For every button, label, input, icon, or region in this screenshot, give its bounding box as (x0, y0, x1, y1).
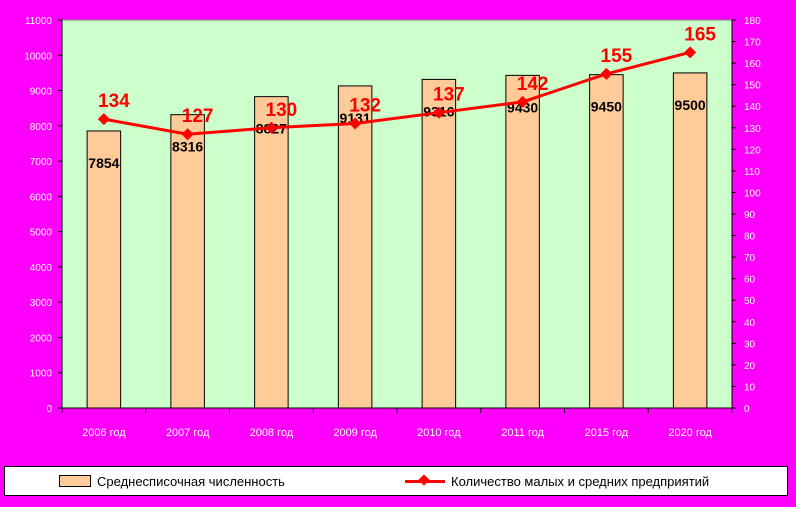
x-axis-tick-label: 2009 год (333, 427, 377, 439)
right-axis-tick-label: 80 (744, 232, 756, 243)
left-axis-tick-label: 8000 (30, 122, 53, 133)
bar (86, 130, 122, 409)
line-data-label: 134 (98, 91, 130, 112)
right-axis-tick-label: 150 (744, 81, 761, 92)
bar (337, 85, 373, 409)
line-point (516, 95, 529, 108)
right-axis-tick-label: 160 (744, 59, 761, 70)
line-labels: 134 127 130 132 137 142 155 165 (98, 24, 716, 127)
right-axis: 0 10 20 30 40 50 60 70 80 90 100 110 120 130 140 150 160… (731, 16, 761, 415)
line-data-label: 155 (601, 46, 633, 67)
line-point (97, 113, 110, 126)
x-axis-tick-label: 2007 год (166, 427, 210, 439)
legend-line-swatch (405, 474, 445, 487)
right-axis-tick-label: 130 (744, 124, 761, 135)
line-data-label: 130 (266, 100, 298, 121)
right-axis-tick-label: 100 (744, 188, 761, 199)
x-axis-tick-label: 2008 год (250, 427, 294, 439)
line-data-label: 137 (433, 85, 465, 106)
left-axis-tick-label: 3000 (30, 298, 53, 309)
right-axis-tick-label: 110 (744, 167, 760, 178)
x-axis: 2006 год 2007 год 2008 год 2009 год 2010 год… (61, 407, 733, 439)
legend-label-line: Количество малых и средних предприятий (451, 473, 710, 489)
legend-bar-swatch (59, 475, 91, 487)
plot-area (61, 19, 733, 409)
line-data-label: 142 (517, 74, 549, 95)
left-axis-tick-label: 10000 (24, 51, 52, 62)
right-axis-tick-label: 180 (744, 16, 761, 27)
bar (254, 96, 289, 409)
legend-item-line: Количество малых и средних предприятий (405, 467, 709, 495)
line-data-label: 127 (182, 106, 214, 127)
bar-data-label: 9500 (675, 97, 706, 113)
bar-data-label: 9450 (591, 99, 622, 115)
right-axis-tick-label: 70 (744, 253, 756, 264)
bar-series (86, 72, 708, 409)
line-point (265, 121, 278, 134)
bar (589, 74, 624, 409)
right-axis-tick-label: 20 (744, 361, 756, 372)
line-point (600, 67, 613, 80)
right-axis-tick-label: 0 (744, 404, 750, 415)
bar (170, 114, 205, 409)
left-axis-tick-label: 11000 (25, 16, 53, 27)
left-axis-tick-label: 0 (46, 404, 52, 415)
legend: Среднесписочная численность Количество м… (4, 466, 788, 496)
right-axis-tick-label: 50 (744, 296, 756, 307)
bar-data-label: 7854 (88, 155, 119, 171)
line-point (349, 117, 362, 130)
left-axis-tick-label: 9000 (30, 87, 53, 98)
right-axis-tick-label: 90 (744, 210, 756, 221)
right-axis-tick-label: 30 (744, 339, 756, 350)
left-axis-tick-label: 2000 (30, 333, 53, 344)
line-point (181, 128, 194, 141)
line-data-label: 132 (349, 95, 381, 116)
right-axis-tick-label: 60 (744, 275, 756, 286)
bar-data-label: 8316 (172, 139, 203, 155)
line-point (432, 106, 445, 119)
bar (421, 78, 457, 409)
series-line (103, 50, 691, 136)
bar (505, 74, 540, 409)
x-axis-tick-label: 2011 год (501, 427, 544, 439)
line-data-label: 165 (684, 24, 716, 45)
left-axis-tick-label: 4000 (30, 263, 53, 274)
right-axis-tick-label: 140 (744, 102, 761, 113)
left-axis: 0 1000 2000 3000 4000 5000 6000 7000 8000 9000 100… (24, 16, 63, 415)
right-axis-tick-label: 170 (744, 38, 761, 49)
right-axis-tick-label: 40 (744, 318, 756, 329)
left-axis-tick-label: 5000 (30, 228, 53, 239)
x-axis-tick-label: 2015 год (585, 427, 629, 439)
left-axis-tick-label: 6000 (30, 192, 53, 203)
right-axis-tick-label: 10 (744, 382, 756, 393)
x-axis-tick-label: 2020 год (668, 427, 712, 439)
line-point (684, 46, 697, 59)
line-series (97, 46, 697, 141)
left-axis-tick-label: 1000 (30, 369, 53, 380)
x-axis-tick-label: 2006 год (82, 427, 126, 439)
bar (672, 72, 708, 409)
legend-item-bars: Среднесписочная численность (59, 467, 285, 495)
legend-label-bars: Среднесписочная численность (97, 473, 285, 489)
right-axis-tick-label: 120 (744, 145, 761, 156)
left-axis-tick-label: 7000 (30, 157, 53, 168)
x-axis-tick-label: 2010 год (417, 427, 461, 439)
